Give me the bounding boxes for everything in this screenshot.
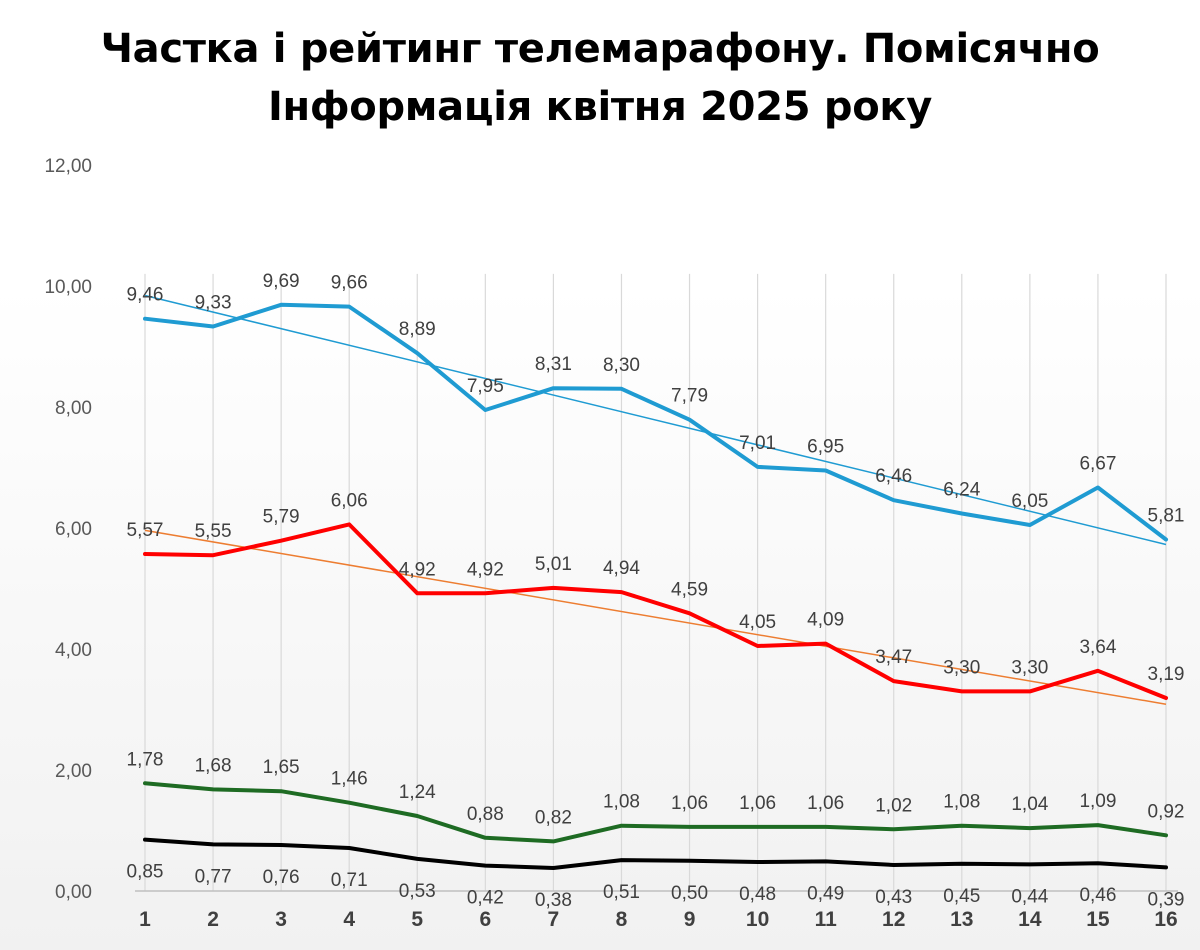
chart-subtitle: Інформація квітня 2025 року <box>267 84 933 130</box>
data-label: 6,95 <box>807 437 844 458</box>
data-label: 0,42 <box>467 888 504 909</box>
data-label: 0,50 <box>671 883 708 904</box>
x-tick-label: 16 <box>1154 908 1177 931</box>
data-label: 6,67 <box>1079 453 1116 474</box>
data-label: 6,46 <box>875 466 912 487</box>
data-label: 3,47 <box>875 647 912 668</box>
data-label: 3,19 <box>1148 664 1185 685</box>
x-tick-label: 2 <box>207 908 219 931</box>
data-label: 8,31 <box>535 354 572 375</box>
data-label: 0,45 <box>943 886 980 907</box>
data-label: 6,06 <box>331 490 368 511</box>
data-label: 9,66 <box>331 273 368 294</box>
data-label: 0,82 <box>535 807 572 828</box>
data-label: 4,92 <box>399 559 436 580</box>
data-label: 1,02 <box>875 795 912 816</box>
series-line-0 <box>143 302 1168 542</box>
data-label: 7,95 <box>467 376 504 397</box>
data-label: 1,08 <box>943 792 980 813</box>
data-label: 1,46 <box>331 769 368 790</box>
data-label: 4,05 <box>739 612 776 633</box>
data-label: 1,09 <box>1079 791 1116 812</box>
data-label: 0,48 <box>739 884 776 905</box>
x-tick-label: 10 <box>746 908 769 931</box>
trendline-0 <box>144 294 1167 546</box>
data-label: 0,92 <box>1148 801 1185 822</box>
x-tick-label: 14 <box>1018 908 1042 931</box>
x-tick-label: 1 <box>139 908 151 931</box>
data-label: 4,94 <box>603 558 640 579</box>
data-label: 1,06 <box>739 793 776 814</box>
data-label: 9,46 <box>127 285 164 306</box>
data-label: 6,05 <box>1011 491 1048 512</box>
data-label: 8,30 <box>603 355 640 376</box>
data-label: 1,65 <box>263 757 300 778</box>
y-tick-label: 2,00 <box>55 761 92 782</box>
data-label: 9,69 <box>263 271 300 292</box>
y-tick-label: 4,00 <box>55 640 92 661</box>
data-label: 6,24 <box>943 479 980 500</box>
x-tick-label: 3 <box>275 908 287 931</box>
x-tick-label: 9 <box>684 908 696 931</box>
chart-title: Частка і рейтинг телемарафону. Помісячно <box>100 26 1100 72</box>
data-label: 1,08 <box>603 792 640 813</box>
data-label: 5,55 <box>195 521 232 542</box>
y-tick-label: 6,00 <box>55 519 92 540</box>
x-tick-label: 5 <box>411 908 423 931</box>
data-label: 0,76 <box>263 867 300 888</box>
trendline-1 <box>144 529 1167 705</box>
data-label: 3,30 <box>1011 657 1048 678</box>
data-label: 0,39 <box>1148 889 1185 910</box>
data-label: 5,79 <box>263 507 300 528</box>
x-tick-label: 12 <box>882 908 905 931</box>
data-label: 9,33 <box>195 293 232 314</box>
data-label: 1,78 <box>127 749 164 770</box>
series-line-2 <box>143 781 1168 844</box>
data-label: 3,64 <box>1079 637 1116 658</box>
data-label: 4,92 <box>467 559 504 580</box>
data-label: 7,79 <box>671 386 708 407</box>
x-tick-label: 11 <box>815 908 838 931</box>
data-label: 1,68 <box>195 755 232 776</box>
data-label: 1,06 <box>807 793 844 814</box>
data-label: 0,85 <box>127 862 164 883</box>
data-label: 5,01 <box>535 554 572 575</box>
x-tick-label: 13 <box>950 908 973 931</box>
data-label: 7,01 <box>739 433 776 454</box>
data-label: 1,24 <box>399 782 436 803</box>
data-label: 3,30 <box>943 657 980 678</box>
series-line-3 <box>143 837 1168 870</box>
y-tick-label: 0,00 <box>55 882 92 903</box>
x-tick-label: 15 <box>1086 908 1110 931</box>
data-label: 0,44 <box>1011 886 1048 907</box>
y-tick-label: 8,00 <box>55 398 92 419</box>
y-tick-label: 12,00 <box>44 156 92 177</box>
series-line-1 <box>143 522 1168 700</box>
data-label: 0,88 <box>467 804 504 825</box>
data-label: 0,51 <box>603 882 640 903</box>
data-label: 0,77 <box>195 866 232 887</box>
data-label: 0,46 <box>1079 885 1116 906</box>
x-tick-label: 8 <box>616 908 628 931</box>
x-tick-label: 7 <box>548 908 560 931</box>
x-tick-label: 4 <box>343 908 355 931</box>
x-tick-label: 6 <box>479 908 491 931</box>
data-label: 8,89 <box>399 319 436 340</box>
data-label: 4,59 <box>671 579 708 600</box>
y-tick-label: 10,00 <box>44 277 92 298</box>
data-label: 0,71 <box>331 870 368 891</box>
data-label: 0,53 <box>399 881 436 902</box>
data-label: 1,06 <box>671 793 708 814</box>
data-label: 0,38 <box>535 890 572 911</box>
data-label: 4,09 <box>807 610 844 631</box>
data-label: 0,43 <box>875 887 912 908</box>
data-label: 0,49 <box>807 883 844 904</box>
data-label: 5,57 <box>127 520 164 541</box>
data-label: 5,81 <box>1148 505 1185 526</box>
data-label: 1,04 <box>1011 794 1048 815</box>
